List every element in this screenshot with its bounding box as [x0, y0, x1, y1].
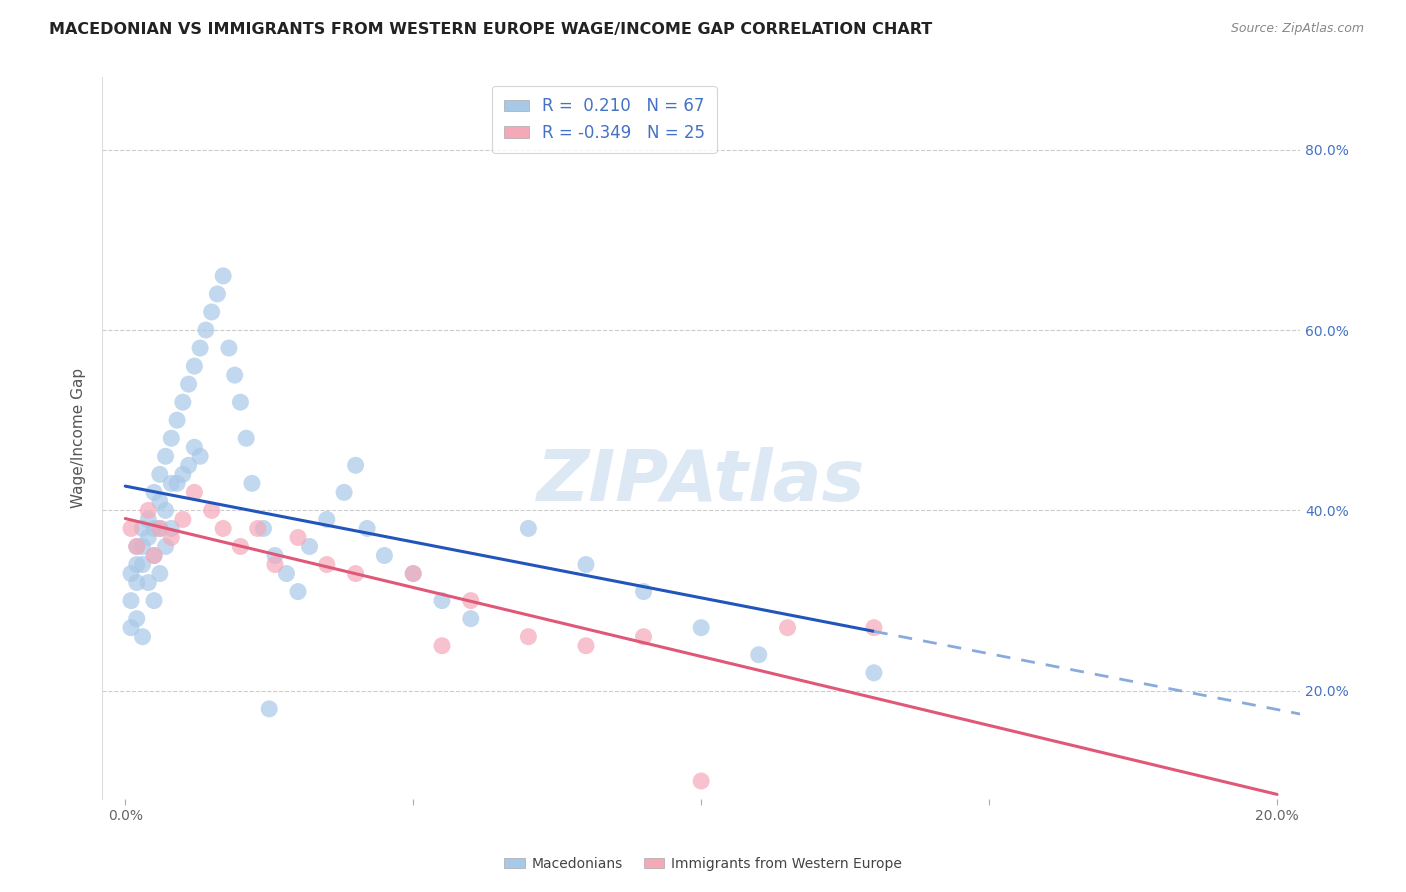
Point — [229, 540, 252, 554]
Point — [246, 521, 269, 535]
Point — [776, 621, 799, 635]
Point — [125, 558, 148, 572]
Point — [333, 485, 356, 500]
Point — [264, 558, 287, 572]
Text: Source: ZipAtlas.com: Source: ZipAtlas.com — [1230, 22, 1364, 36]
Point — [212, 268, 235, 283]
Point — [160, 531, 183, 545]
Point — [166, 413, 188, 427]
Point — [430, 593, 453, 607]
Text: MACEDONIAN VS IMMIGRANTS FROM WESTERN EUROPE WAGE/INCOME GAP CORRELATION CHART: MACEDONIAN VS IMMIGRANTS FROM WESTERN EU… — [49, 22, 932, 37]
Point — [356, 521, 378, 535]
Point — [229, 395, 252, 409]
Point — [172, 395, 194, 409]
Point — [143, 593, 166, 607]
Point — [125, 612, 148, 626]
Point — [517, 521, 540, 535]
Point — [633, 584, 655, 599]
Point — [218, 341, 240, 355]
Point — [183, 359, 205, 373]
Point — [430, 639, 453, 653]
Point — [172, 512, 194, 526]
Point — [131, 521, 153, 535]
Point — [120, 521, 142, 535]
Point — [460, 612, 482, 626]
Point — [257, 702, 280, 716]
Point — [155, 450, 177, 464]
Point — [125, 540, 148, 554]
Point — [183, 440, 205, 454]
Point — [120, 566, 142, 581]
Point — [143, 521, 166, 535]
Point — [201, 305, 224, 319]
Point — [252, 521, 274, 535]
Point — [188, 341, 211, 355]
Point — [575, 558, 598, 572]
Point — [172, 467, 194, 482]
Point — [155, 540, 177, 554]
Point — [194, 323, 217, 337]
Point — [315, 512, 337, 526]
Point — [863, 621, 886, 635]
Point — [136, 575, 159, 590]
Point — [287, 584, 309, 599]
Point — [460, 593, 482, 607]
Point — [160, 431, 183, 445]
Point — [212, 521, 235, 535]
Point — [235, 431, 257, 445]
Point — [315, 558, 337, 572]
Point — [177, 377, 200, 392]
Point — [143, 485, 166, 500]
Point — [863, 665, 886, 680]
Point — [160, 521, 183, 535]
Point — [125, 540, 148, 554]
Point — [149, 566, 172, 581]
Text: ZIPAtlas: ZIPAtlas — [537, 447, 866, 516]
Point — [136, 512, 159, 526]
Point — [276, 566, 298, 581]
Point — [177, 458, 200, 473]
Point — [690, 774, 713, 789]
Point — [201, 503, 224, 517]
Point — [143, 549, 166, 563]
Point — [207, 287, 229, 301]
Point — [517, 630, 540, 644]
Point — [136, 503, 159, 517]
Point — [120, 593, 142, 607]
Y-axis label: Wage/Income Gap: Wage/Income Gap — [72, 368, 86, 508]
Point — [402, 566, 425, 581]
Point — [143, 549, 166, 563]
Point — [131, 630, 153, 644]
Point — [131, 540, 153, 554]
Point — [166, 476, 188, 491]
Point — [188, 450, 211, 464]
Point — [402, 566, 425, 581]
Point — [136, 531, 159, 545]
Point — [224, 368, 246, 383]
Legend: R =  0.210   N = 67, R = -0.349   N = 25: R = 0.210 N = 67, R = -0.349 N = 25 — [492, 86, 717, 153]
Point — [149, 521, 172, 535]
Point — [575, 639, 598, 653]
Point — [240, 476, 263, 491]
Point — [344, 458, 367, 473]
Point — [131, 558, 153, 572]
Point — [264, 549, 287, 563]
Point — [120, 621, 142, 635]
Point — [633, 630, 655, 644]
Point — [748, 648, 770, 662]
Point — [373, 549, 395, 563]
Legend: Macedonians, Immigrants from Western Europe: Macedonians, Immigrants from Western Eur… — [498, 851, 908, 876]
Point — [183, 485, 205, 500]
Point — [298, 540, 321, 554]
Point — [125, 575, 148, 590]
Point — [160, 476, 183, 491]
Point — [149, 467, 172, 482]
Point — [690, 621, 713, 635]
Point — [149, 521, 172, 535]
Point — [344, 566, 367, 581]
Point — [149, 494, 172, 508]
Point — [287, 531, 309, 545]
Point — [155, 503, 177, 517]
